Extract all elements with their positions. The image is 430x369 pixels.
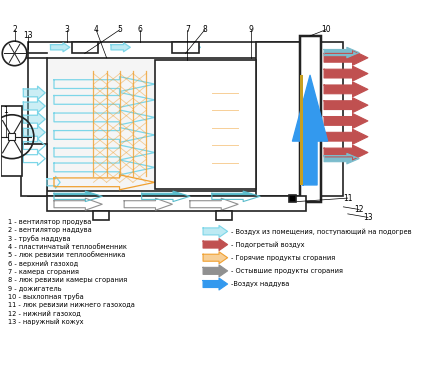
Polygon shape <box>157 125 206 139</box>
Polygon shape <box>203 239 227 251</box>
Polygon shape <box>203 225 227 237</box>
Text: 1: 1 <box>3 106 8 115</box>
Text: 8 - люк ревизии камеры сгорания: 8 - люк ревизии камеры сгорания <box>9 277 128 283</box>
Polygon shape <box>54 160 155 175</box>
Text: 3 - труба наддува: 3 - труба наддува <box>9 235 71 242</box>
Polygon shape <box>23 139 45 152</box>
Polygon shape <box>157 113 206 126</box>
Text: 6: 6 <box>138 25 142 34</box>
Polygon shape <box>157 139 206 152</box>
Bar <box>93 211 109 220</box>
Polygon shape <box>54 128 155 142</box>
Text: 13: 13 <box>363 213 373 222</box>
Polygon shape <box>324 114 368 128</box>
Text: 9 - дожигатель: 9 - дожигатель <box>9 285 62 292</box>
Polygon shape <box>124 198 172 210</box>
Text: 10 - выхлопная труба: 10 - выхлопная труба <box>9 293 84 300</box>
Text: -Воздух наддува: -Воздух наддува <box>231 281 289 287</box>
Polygon shape <box>292 75 328 185</box>
Text: - Остывшие продукты сгорания: - Остывшие продукты сгорания <box>231 268 343 274</box>
Bar <box>21 144 47 196</box>
Polygon shape <box>141 191 190 201</box>
Text: 2 - вентилятор наддува: 2 - вентилятор наддува <box>9 227 92 233</box>
Text: - Подогретый воздух: - Подогретый воздух <box>231 241 304 248</box>
Bar <box>300 75 303 185</box>
Polygon shape <box>212 191 260 201</box>
Text: 5: 5 <box>117 25 122 34</box>
Polygon shape <box>157 73 206 86</box>
Text: 10: 10 <box>321 25 331 34</box>
Bar <box>71 42 98 54</box>
Text: 1 - вентилятор продува: 1 - вентилятор продува <box>9 219 92 225</box>
Bar <box>9 133 15 140</box>
Polygon shape <box>111 43 130 52</box>
Polygon shape <box>157 165 206 179</box>
Polygon shape <box>324 98 368 113</box>
Text: 4 - пластинчатый теплообменник: 4 - пластинчатый теплообменник <box>9 244 127 250</box>
Text: 3: 3 <box>64 25 70 34</box>
Polygon shape <box>23 113 45 126</box>
Polygon shape <box>203 252 227 264</box>
Bar <box>28 42 343 196</box>
Polygon shape <box>324 66 368 81</box>
Polygon shape <box>157 86 206 100</box>
Polygon shape <box>23 99 45 113</box>
Text: 12: 12 <box>354 205 364 214</box>
Bar <box>300 36 322 203</box>
Polygon shape <box>157 152 206 165</box>
Polygon shape <box>190 198 238 210</box>
Text: 9: 9 <box>249 25 254 34</box>
Bar <box>256 42 300 196</box>
Text: 12 - нижний газоход: 12 - нижний газоход <box>9 310 81 317</box>
Polygon shape <box>47 176 60 188</box>
Polygon shape <box>54 175 155 190</box>
Text: - Горячие продукты сгорания: - Горячие продукты сгорания <box>231 255 335 261</box>
Polygon shape <box>324 145 368 160</box>
Polygon shape <box>54 198 102 210</box>
Bar <box>172 42 199 54</box>
Polygon shape <box>324 129 368 144</box>
Text: 11 - люк ревизии нижнего газохода: 11 - люк ревизии нижнего газохода <box>9 302 135 308</box>
Polygon shape <box>23 86 45 100</box>
Polygon shape <box>54 92 155 107</box>
Text: 6 - верхний газоход: 6 - верхний газоход <box>9 260 79 267</box>
Text: 13: 13 <box>23 31 33 39</box>
Text: 4: 4 <box>94 25 98 34</box>
Polygon shape <box>324 50 368 65</box>
Text: 2: 2 <box>12 25 17 34</box>
Polygon shape <box>54 191 102 201</box>
Polygon shape <box>324 82 368 97</box>
Text: 11: 11 <box>343 194 353 203</box>
Polygon shape <box>54 77 155 92</box>
Polygon shape <box>203 278 227 290</box>
Polygon shape <box>203 265 227 277</box>
Bar <box>1 106 22 176</box>
Bar <box>47 196 306 211</box>
Polygon shape <box>23 125 45 139</box>
Text: 13 - наружный кожух: 13 - наружный кожух <box>9 318 84 325</box>
Polygon shape <box>54 145 155 160</box>
Text: 7: 7 <box>185 25 190 34</box>
Bar <box>289 196 296 203</box>
Bar <box>216 211 232 220</box>
Polygon shape <box>50 43 70 52</box>
Polygon shape <box>157 99 206 113</box>
Bar <box>155 59 256 189</box>
Text: 7 - камера сгорания: 7 - камера сгорания <box>9 269 80 275</box>
Polygon shape <box>181 43 200 52</box>
Bar <box>47 58 260 191</box>
Polygon shape <box>23 152 45 165</box>
Polygon shape <box>324 154 359 164</box>
Polygon shape <box>54 110 155 125</box>
Polygon shape <box>324 47 359 58</box>
Text: 8: 8 <box>203 25 207 34</box>
Text: 5 - люк ревизии теплообменника: 5 - люк ревизии теплообменника <box>9 252 126 259</box>
Text: - Воздух из помещения, поступающий на подогрев: - Воздух из помещения, поступающий на по… <box>231 228 412 235</box>
